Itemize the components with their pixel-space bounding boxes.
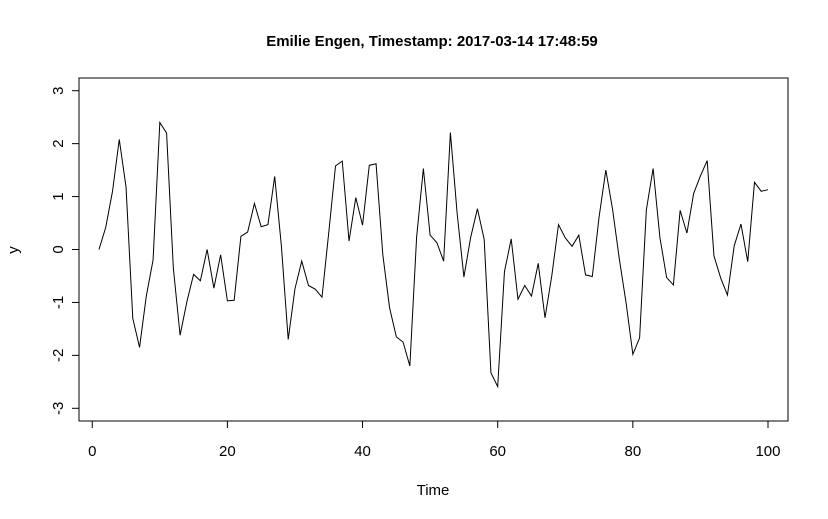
y-tick-label: -2: [50, 349, 67, 362]
plot-frame: [78, 77, 789, 422]
x-tick-label: 0: [88, 443, 96, 460]
y-axis-label: y: [5, 246, 22, 254]
y-tick-label: 0: [50, 245, 67, 253]
x-tick-label: 100: [755, 443, 780, 460]
x-tick-label: 40: [354, 443, 371, 460]
x-tick-label: 80: [625, 443, 642, 460]
y-tick-label: -3: [50, 402, 67, 415]
series-line: [98, 120, 769, 389]
x-axis: 0 20 40 60 80 100: [88, 420, 781, 460]
x-tick-label: 60: [489, 443, 506, 460]
x-tick-label: 20: [219, 443, 236, 460]
x-axis-label: Time: [417, 482, 450, 499]
y-tick-label: -1: [50, 296, 67, 309]
chart-title: Emilie Engen, Timestamp: 2017-03-14 17:4…: [266, 33, 598, 50]
y-axis: -3 -2 -1 0 1 2 3: [50, 87, 80, 415]
y-tick-label: 2: [50, 139, 67, 147]
y-tick-label: 1: [50, 192, 67, 200]
y-tick-label: 3: [50, 87, 67, 95]
